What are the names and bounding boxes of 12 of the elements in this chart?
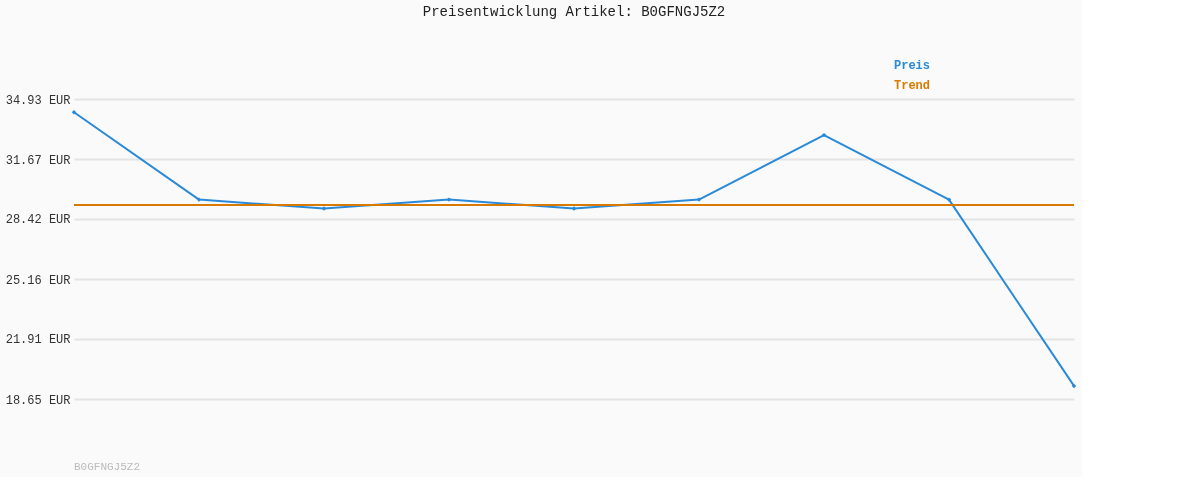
y-tick-label: 25.16 EUR xyxy=(5,273,71,288)
text: B0GFNGJ5Z2 xyxy=(74,461,141,473)
y-tick-label: 18.65 EUR xyxy=(5,393,71,408)
point xyxy=(1071,383,1077,389)
y-tick-label: 21.91 EUR xyxy=(5,333,71,348)
y-tick-label: 28.42 EUR xyxy=(5,213,71,228)
chart-title: Preisentwicklung Artikel: B0GFNGJ5Z2 xyxy=(422,4,726,20)
point xyxy=(821,132,827,138)
y-tick-label: 31.67 EUR xyxy=(5,153,71,168)
text: Trend xyxy=(894,79,931,93)
text: Preis xyxy=(894,59,931,73)
y-tick-label: 34.93 EUR xyxy=(5,93,71,108)
